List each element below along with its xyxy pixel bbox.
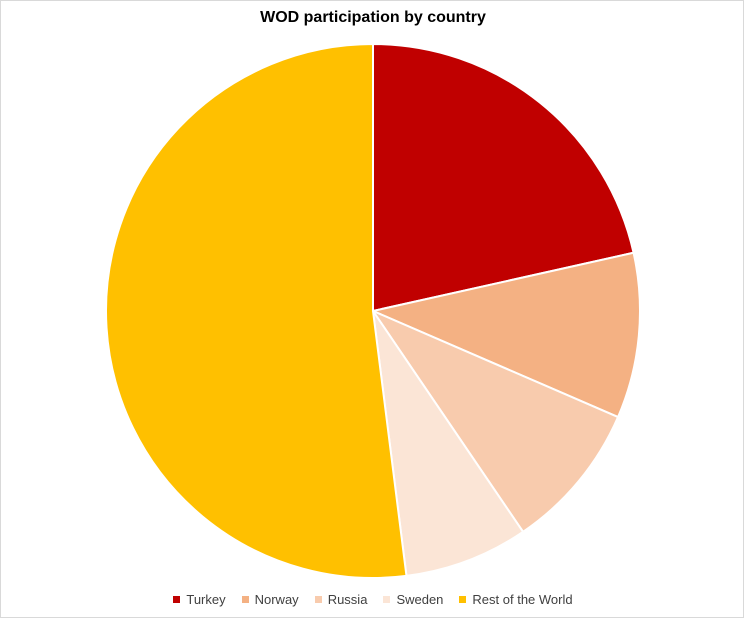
legend-label-sweden: Sweden (396, 592, 444, 607)
legend-swatch-sweden (383, 596, 391, 603)
pie-slice-rest-of-the-world (105, 42, 408, 579)
legend-item-russia: Russia (314, 592, 368, 607)
legend-label-rest-of-the-world: Rest of the World (472, 592, 573, 607)
pie-slice-sweden (372, 310, 525, 578)
legend-item-rest-of-the-world: Rest of the World (459, 592, 573, 607)
legend-item-sweden: Sweden (383, 592, 443, 607)
legend-label-russia: Russia (327, 592, 368, 607)
pie-slice-turkey (372, 42, 635, 313)
legend-item-norway: Norway (241, 592, 299, 607)
legend-swatch-norway (241, 596, 249, 603)
pie-slice-russia (370, 308, 620, 534)
legend-swatch-turkey (173, 596, 181, 603)
legend-item-turkey: Turkey (173, 592, 226, 607)
legend: Turkey Norway Russia Sweden Rest of the Worl… (1, 592, 744, 607)
legend-swatch-russia (314, 596, 322, 603)
pie-slice-norway (369, 251, 641, 419)
legend-label-turkey: Turkey (186, 592, 226, 607)
chart-title: WOD participation by country (260, 9, 486, 26)
legend-label-norway: Norway (254, 592, 299, 607)
legend-swatch-rest-of-the-world (459, 596, 467, 603)
